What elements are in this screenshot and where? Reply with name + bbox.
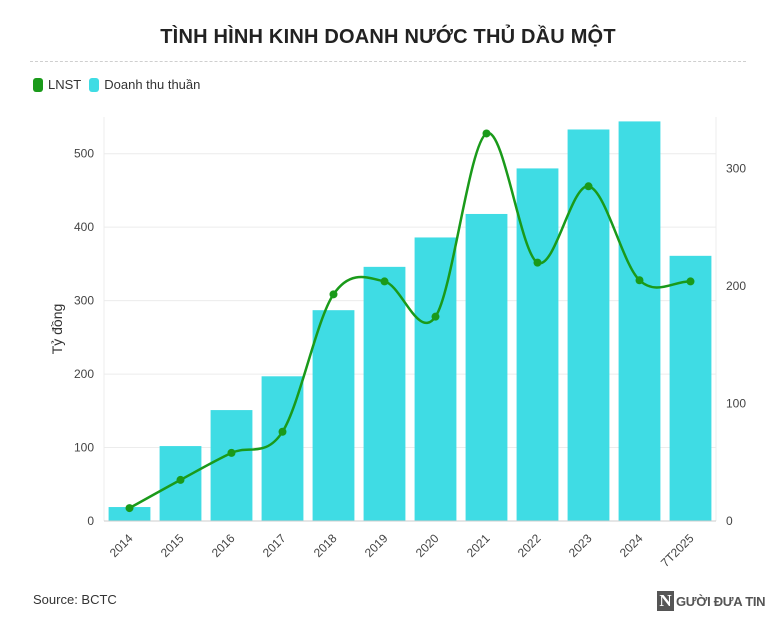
bar-revenue-2022 (516, 168, 559, 521)
y-tick-label: 100 (74, 441, 94, 455)
point-lnst-2019 (380, 277, 389, 286)
legend-label-revenue: Doanh thu thuần (104, 77, 201, 92)
point-lnst-2023 (584, 182, 593, 191)
bar-revenue-2018 (312, 310, 355, 521)
x-tick-label: 2024 (617, 531, 646, 560)
bar-revenue-2021 (465, 213, 508, 521)
y-tick-label: 200 (74, 367, 94, 381)
chart-title: TÌNH HÌNH KINH DOANH NƯỚC THỦ DẦU MỘT (160, 26, 616, 48)
point-lnst-2018 (329, 290, 338, 299)
x-tick-label: 2020 (413, 531, 442, 560)
y-tick-label: 400 (74, 220, 94, 234)
x-tick-label: 2022 (515, 531, 544, 560)
y-axis-title: Tỷ đồng (49, 304, 65, 355)
x-tick-label: 2017 (260, 531, 289, 560)
x-tick-label: 7T2025 (658, 531, 697, 570)
source-note: Source: BCTC (33, 592, 117, 607)
bar-revenue-2023 (567, 129, 610, 521)
y-tick-label: 300 (74, 294, 94, 308)
x-tick-label: 2023 (566, 531, 595, 560)
bar-revenue-2019 (363, 266, 406, 521)
x-tick-label: 2018 (311, 531, 340, 560)
bar-revenue-2020 (414, 237, 457, 521)
bar-revenue-2024 (618, 121, 661, 521)
x-tick-label: 2016 (209, 531, 238, 560)
title-divider (30, 61, 746, 62)
y2-tick-label: 300 (726, 162, 746, 176)
legend-swatch-revenue (89, 77, 100, 92)
point-lnst-2014 (125, 504, 134, 513)
y2-tick-label: 200 (726, 279, 746, 293)
legend-label-lnst: LNST (48, 77, 82, 92)
x-tick-label: 2015 (158, 531, 187, 560)
point-lnst-2015 (176, 475, 185, 484)
y-tick-label: 0 (87, 514, 94, 528)
y2-tick-label: 0 (726, 514, 733, 528)
point-lnst-2021 (482, 129, 491, 138)
y-tick-label: 500 (74, 147, 94, 161)
publisher-logo: N GƯỜI ĐƯA TIN (657, 591, 766, 611)
point-lnst-2016 (227, 448, 236, 457)
point-lnst-7T2025 (686, 277, 695, 286)
point-lnst-2017 (278, 427, 287, 436)
bar-revenue-2016 (210, 410, 253, 521)
legend: LNST Doanh thu thuần (33, 77, 208, 92)
x-tick-label: 2021 (464, 531, 493, 560)
logo-mark: N (657, 591, 674, 611)
x-tick-label: 2019 (362, 531, 391, 560)
logo-text: GƯỜI ĐƯA TIN (676, 593, 766, 609)
legend-item-revenue[interactable]: Doanh thu thuần (89, 77, 200, 92)
legend-item-lnst[interactable]: LNST (33, 77, 81, 92)
point-lnst-2024 (635, 276, 644, 285)
x-tick-label: 2014 (107, 531, 136, 560)
y2-tick-label: 100 (726, 397, 746, 411)
point-lnst-2022 (533, 258, 542, 267)
bar-revenue-2014 (108, 507, 151, 521)
point-lnst-2020 (431, 312, 440, 321)
legend-swatch-lnst (33, 77, 43, 92)
bar-revenue-7T2025 (669, 255, 712, 521)
